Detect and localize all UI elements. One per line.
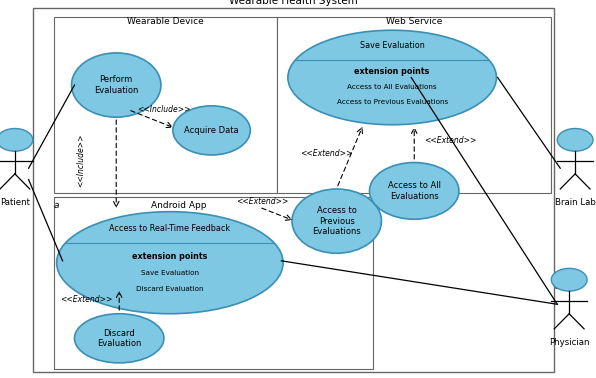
Text: Brain Lab: Brain Lab xyxy=(555,198,595,208)
Text: Wearable Health System: Wearable Health System xyxy=(229,0,358,6)
Text: Web Service: Web Service xyxy=(386,17,442,26)
Text: Discard
Evaluation: Discard Evaluation xyxy=(97,328,141,348)
Text: Save Evaluation: Save Evaluation xyxy=(141,270,199,276)
FancyBboxPatch shape xyxy=(277,17,551,193)
Text: <<Extend>>: <<Extend>> xyxy=(300,149,353,158)
Text: Access to Previous Evaluations: Access to Previous Evaluations xyxy=(337,99,448,105)
Text: Discard Evaluation: Discard Evaluation xyxy=(136,286,204,292)
Ellipse shape xyxy=(57,212,283,314)
Text: Acquire Data: Acquire Data xyxy=(184,126,239,135)
Text: extension points: extension points xyxy=(132,252,207,261)
Text: <<Extend>>: <<Extend>> xyxy=(60,295,113,304)
Ellipse shape xyxy=(173,106,250,155)
Text: Save Evaluation: Save Evaluation xyxy=(360,41,424,50)
Ellipse shape xyxy=(72,53,161,117)
Text: Access to All
Evaluations: Access to All Evaluations xyxy=(388,181,440,201)
FancyBboxPatch shape xyxy=(33,8,554,372)
Text: Access to All Evaluations: Access to All Evaluations xyxy=(347,84,437,90)
Text: Wearable Device: Wearable Device xyxy=(128,17,204,26)
Circle shape xyxy=(0,129,33,151)
FancyBboxPatch shape xyxy=(54,197,372,369)
Text: <<Extend>>: <<Extend>> xyxy=(236,197,288,206)
FancyBboxPatch shape xyxy=(54,17,277,193)
Text: Perform
Evaluation: Perform Evaluation xyxy=(94,75,138,95)
Text: Access to
Previous
Evaluations: Access to Previous Evaluations xyxy=(312,206,361,236)
Text: extension points: extension points xyxy=(355,67,430,76)
Text: Patient: Patient xyxy=(0,198,30,208)
Text: a: a xyxy=(54,201,60,210)
Text: <<Extend>>: <<Extend>> xyxy=(424,136,476,145)
Text: Android App: Android App xyxy=(151,201,207,210)
Ellipse shape xyxy=(292,189,381,253)
Text: <<Include>>: <<Include>> xyxy=(137,105,191,114)
Circle shape xyxy=(551,268,587,291)
Text: a: a xyxy=(554,282,560,291)
Ellipse shape xyxy=(74,314,164,363)
Text: Access to Real-Time Feedback: Access to Real-Time Feedback xyxy=(109,223,231,232)
Ellipse shape xyxy=(288,30,496,125)
Ellipse shape xyxy=(370,163,459,219)
Text: <<Include>>: <<Include>> xyxy=(76,134,85,187)
Circle shape xyxy=(557,129,593,151)
Text: Physician: Physician xyxy=(549,338,589,347)
